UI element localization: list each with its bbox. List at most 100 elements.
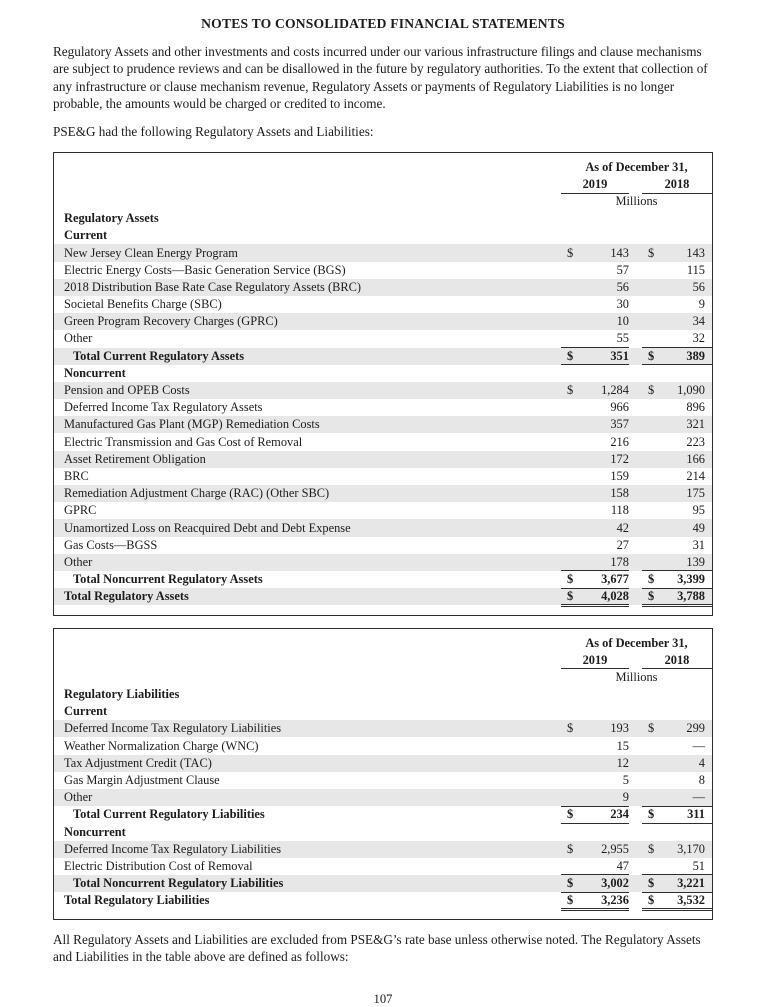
value-2018: 896	[686, 400, 705, 415]
total-row: Total Noncurrent Regulatory Liabilities $…	[54, 874, 712, 893]
row-label: Unamortized Loss on Reacquired Debt and …	[64, 520, 351, 535]
intro-paragraph: Regulatory Assets and other investments …	[53, 44, 708, 112]
value-2018: 8	[698, 772, 705, 787]
currency-symbol-2019: $	[566, 245, 574, 260]
lead-in-paragraph: PSE&G had the following Regulatory Asset…	[53, 123, 374, 139]
row-label: Remediation Adjustment Charge (RAC) (Oth…	[64, 486, 330, 501]
value-2019: 57	[616, 262, 629, 277]
year-col-2019: 2019	[560, 651, 629, 670]
value-2018: 299	[686, 721, 705, 736]
row-label: Other	[64, 790, 93, 805]
spacer-cell	[629, 737, 642, 754]
spacer-cell	[629, 789, 642, 806]
value-2018: 321	[686, 417, 705, 432]
section-label: Regulatory Liabilities	[64, 686, 180, 701]
value-2018: 139	[663, 553, 712, 572]
value-2018: 51	[663, 857, 712, 876]
value-2018: 3,170	[677, 841, 705, 856]
value-2018: 3,221	[663, 874, 712, 893]
currency-symbol-2019	[561, 519, 583, 536]
currency-symbol-2019	[561, 451, 583, 468]
value-2019: 3,236	[582, 892, 629, 911]
value-2018: —	[692, 738, 705, 753]
row-label: Electric Distribution Cost of Removal	[64, 858, 253, 873]
section-label: Noncurrent	[64, 366, 126, 381]
value-2019: 118	[610, 503, 629, 518]
currency-symbol-2019: $	[560, 806, 583, 824]
spacer-cell	[629, 382, 642, 399]
closing-paragraph: All Regulatory Assets and Liabilities ar…	[53, 931, 701, 965]
currency-symbol-2019: $	[560, 588, 583, 607]
currency-symbol-2019	[560, 330, 583, 349]
value-2019: 12	[616, 755, 629, 770]
currency-symbol-2018	[642, 399, 664, 416]
unit-row: Millions	[54, 669, 712, 686]
currency-symbol-2019: $	[566, 721, 574, 736]
value-2019: 5	[622, 772, 629, 787]
spacer-cell	[629, 588, 642, 605]
currency-symbol-2019	[561, 416, 583, 433]
spacer-cell	[629, 755, 642, 772]
currency-symbol-2019: $	[560, 347, 583, 366]
currency-symbol-2018: $	[647, 721, 655, 736]
value-2019: 193	[610, 721, 629, 736]
value-2018: 3,399	[663, 570, 712, 589]
row-label: Manufactured Gas Plant (MGP) Remediation…	[64, 417, 320, 432]
data-row: Remediation Adjustment Charge (RAC) (Oth…	[54, 485, 712, 503]
spacer-cell	[629, 571, 642, 588]
row-label: Deferred Income Tax Regulatory Liabiliti…	[64, 841, 282, 856]
year-col-2019: 2019	[560, 176, 629, 194]
currency-symbol-2018	[642, 262, 664, 279]
value-2019: 143	[610, 245, 629, 260]
spacer-cell	[629, 892, 642, 909]
value-2018: 56	[692, 279, 705, 294]
currency-symbol-2019: $	[566, 841, 574, 856]
currency-symbol-2018	[642, 416, 664, 433]
section-row: Current	[54, 703, 712, 720]
year-col-2018: 2018	[641, 651, 712, 670]
page-title: NOTES TO CONSOLIDATED FINANCIAL STATEMEN…	[201, 16, 565, 31]
table-header: As of December 31, 2019 2018 Millions	[54, 635, 712, 686]
as-of-row: As of December 31,	[54, 159, 712, 176]
currency-symbol-2019	[561, 468, 583, 485]
spacer-cell	[629, 330, 642, 347]
value-2018: 9	[698, 297, 705, 312]
value-2018: 223	[686, 434, 705, 449]
currency-symbol-2018	[642, 313, 664, 330]
currency-symbol-2019	[560, 857, 583, 876]
data-row: Gas Margin Adjustment Clause 5 8	[54, 772, 712, 789]
currency-symbol-2018	[642, 502, 664, 519]
value-2018: 32	[663, 330, 712, 349]
value-2019: 15	[616, 738, 629, 753]
currency-symbol-2019	[560, 553, 583, 572]
value-2019: 47	[582, 857, 629, 876]
currency-symbol-2019: $	[560, 892, 583, 911]
currency-symbol-2019	[561, 737, 583, 754]
value-2019: 3,677	[582, 570, 629, 589]
value-2019: 2,955	[601, 841, 629, 856]
row-label: Other	[64, 554, 93, 569]
row-label: Weather Normalization Charge (WNC)	[64, 738, 259, 753]
data-row: Electric Distribution Cost of Removal 47 5…	[54, 857, 712, 876]
data-row: Manufactured Gas Plant (MGP) Remediation…	[54, 416, 712, 434]
data-row: 2018 Distribution Base Rate Case Regulat…	[54, 278, 712, 296]
value-2019: 10	[616, 314, 629, 329]
section-label: Current	[64, 228, 108, 243]
total-row: Total Current Regulatory Liabilities $234…	[54, 806, 712, 824]
currency-symbol-2018	[642, 737, 664, 754]
value-2019: 56	[616, 279, 629, 294]
value-2018: 31	[692, 537, 705, 552]
value-2019: 42	[616, 520, 629, 535]
currency-symbol-2019	[561, 485, 583, 502]
spacer-cell	[629, 313, 642, 330]
value-2019: 1,284	[601, 383, 629, 397]
value-2018: 175	[686, 486, 705, 501]
data-row: BRC 159 214	[54, 468, 712, 485]
value-2018: 389	[663, 347, 712, 366]
currency-symbol-2018	[642, 772, 664, 789]
currency-symbol-2018: $	[641, 588, 664, 607]
value-2019: 3,002	[582, 874, 629, 893]
row-label: Other	[64, 331, 93, 346]
row-label: Electric Transmission and Gas Cost of Re…	[64, 434, 303, 449]
row-label: Total Regulatory Assets	[64, 589, 189, 604]
